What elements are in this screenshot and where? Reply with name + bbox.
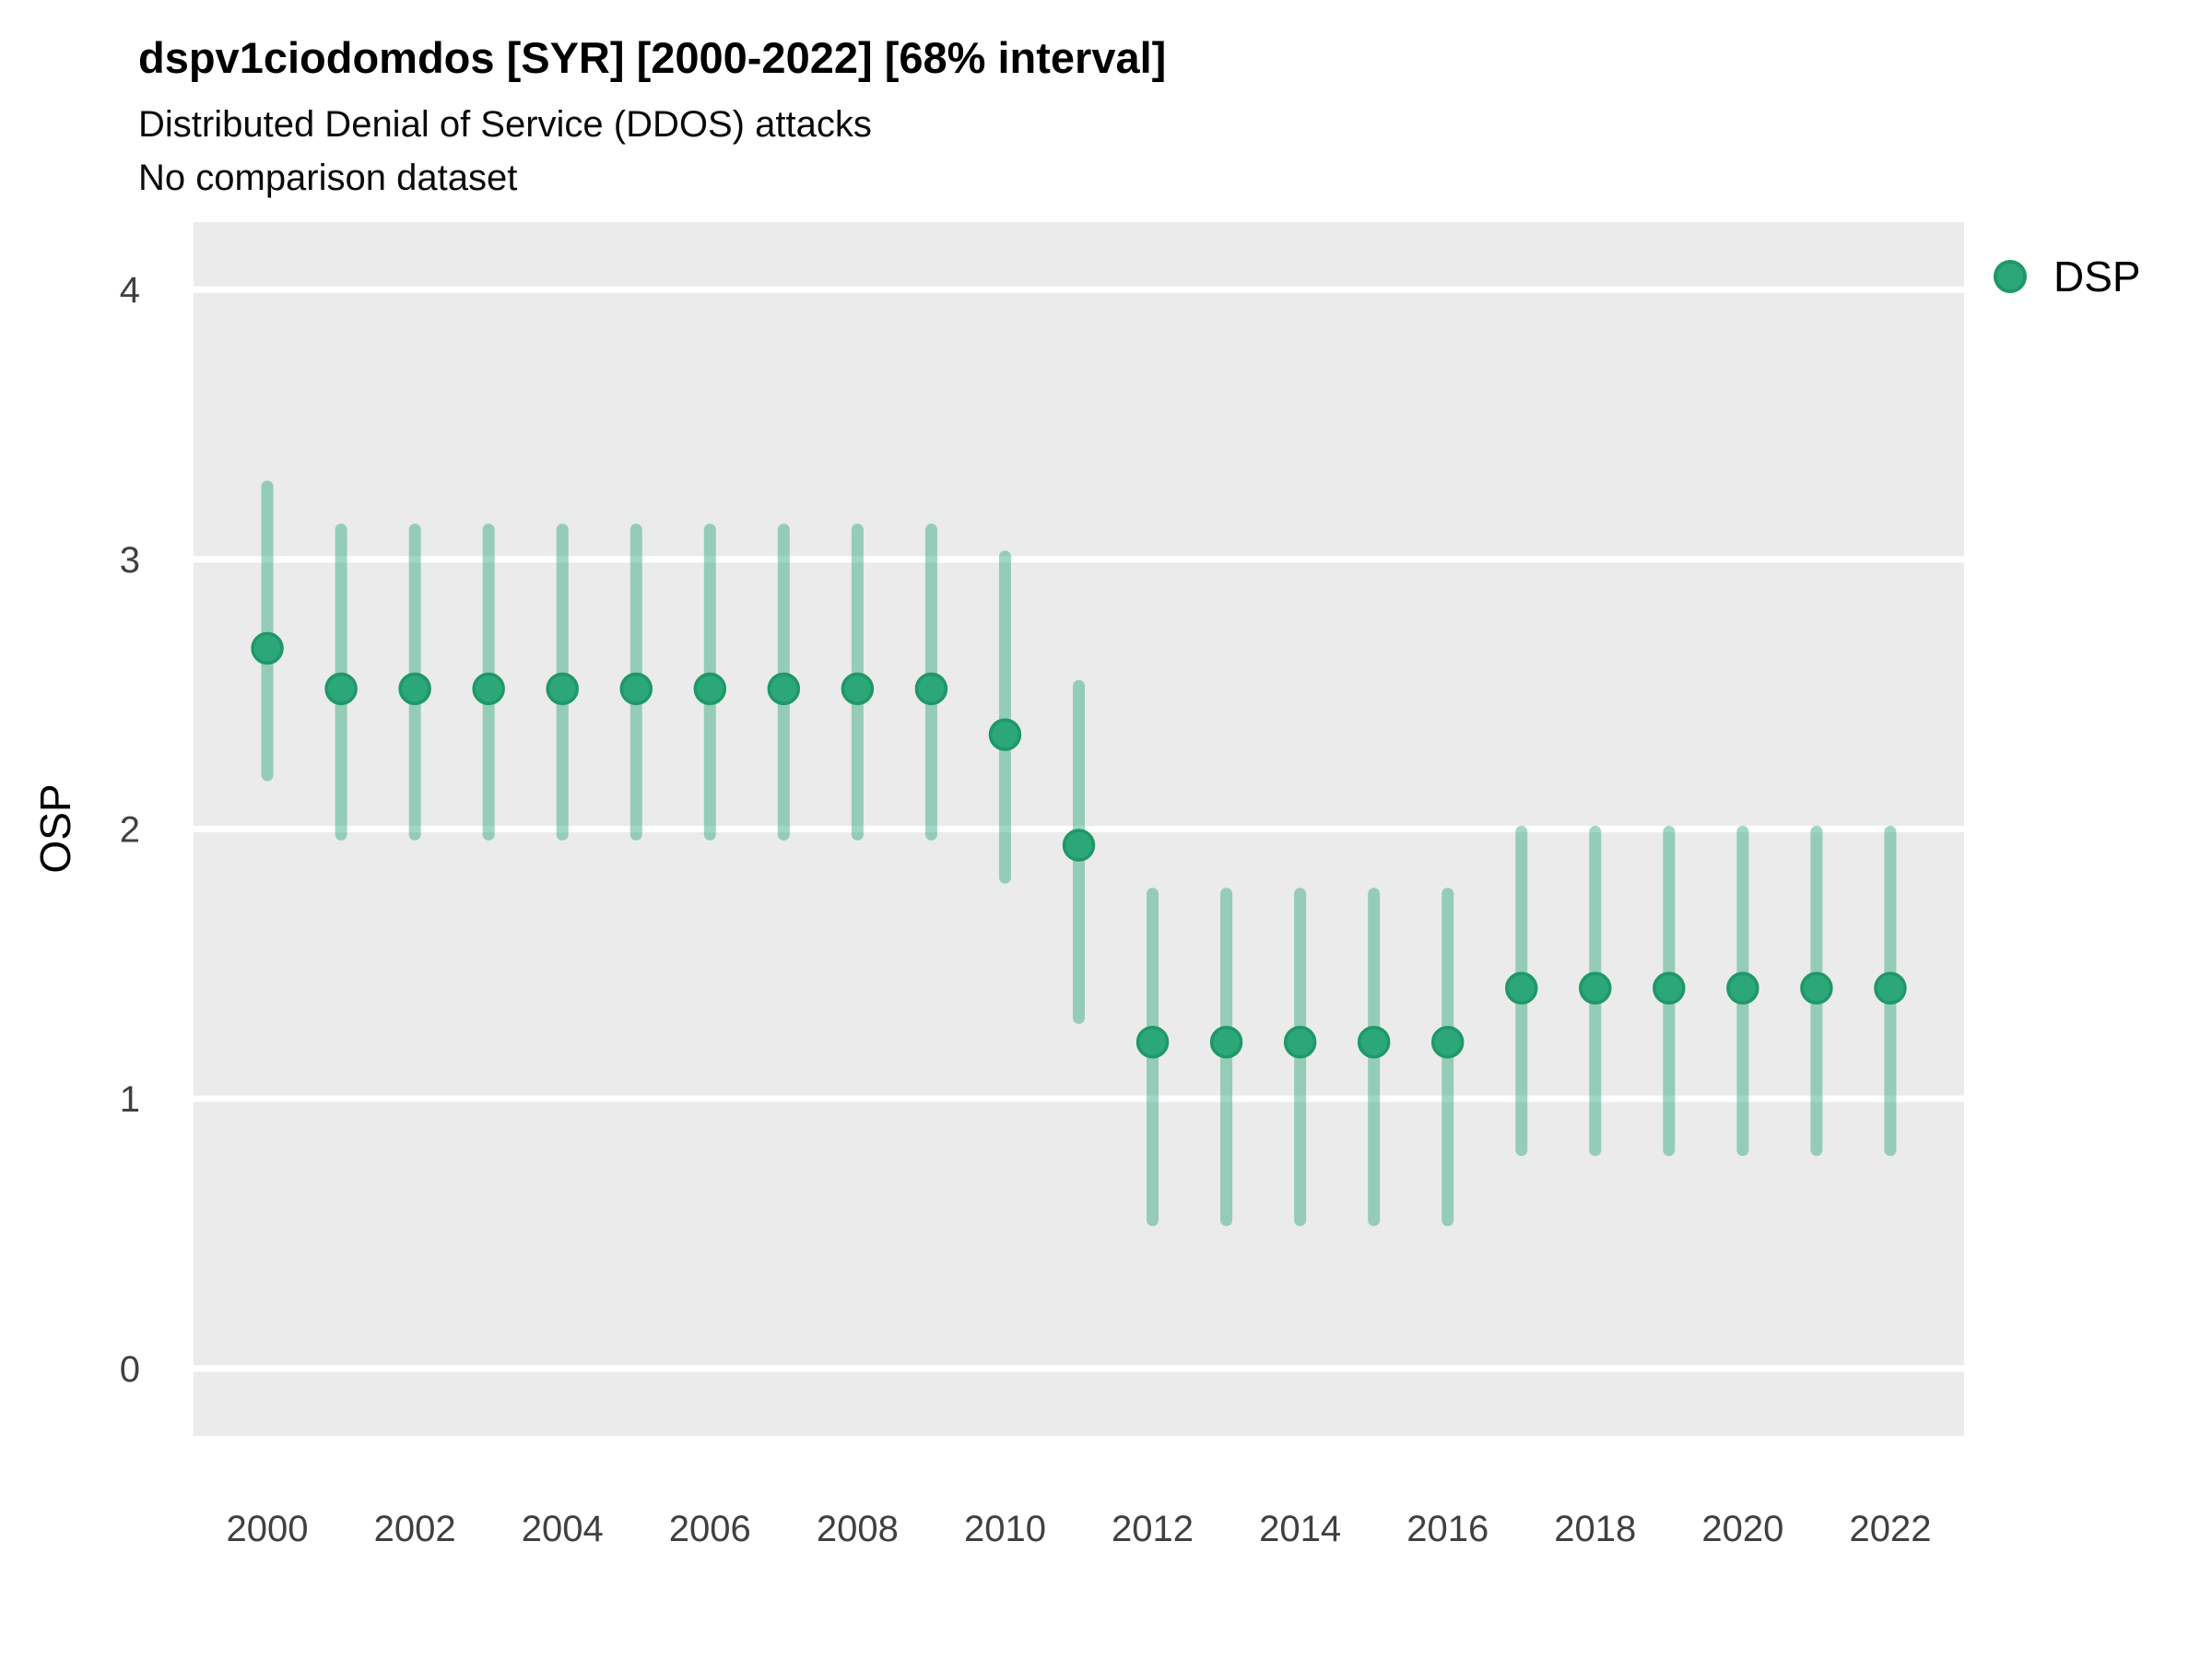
- x-tick-label-2000: 2000: [227, 1509, 309, 1549]
- y-tick-label-3: 3: [120, 540, 140, 581]
- point-DSP-2011: [1062, 829, 1096, 862]
- point-DSP-2012: [1135, 1025, 1170, 1059]
- point-DSP-2008: [841, 672, 875, 706]
- legend: DSP: [1994, 252, 2141, 301]
- point-DSP-2017: [1505, 971, 1538, 1005]
- y-tick-label-2: 2: [120, 810, 140, 851]
- point-DSP-2009: [914, 672, 948, 706]
- x-tick-label-2018: 2018: [1554, 1509, 1636, 1549]
- x-tick-label-2020: 2020: [1701, 1509, 1783, 1549]
- chart-subtitle: Distributed Denial of Service (DDOS) att…: [138, 104, 872, 145]
- x-tick-label-2002: 2002: [374, 1509, 456, 1549]
- x-tick-label-2006: 2006: [669, 1509, 751, 1549]
- point-DSP-2000: [251, 631, 284, 665]
- chart-subtitle-line2: No comparison dataset: [138, 158, 518, 198]
- x-tick-label-2008: 2008: [817, 1509, 899, 1549]
- point-DSP-2006: [693, 672, 727, 706]
- point-DSP-2021: [1800, 971, 1833, 1005]
- legend-point-icon: [1994, 260, 2027, 293]
- point-DSP-2014: [1283, 1025, 1317, 1059]
- y-tick-label-1: 1: [120, 1079, 140, 1120]
- point-DSP-2005: [619, 672, 653, 706]
- point-DSP-2004: [546, 672, 579, 706]
- point-DSP-2020: [1726, 971, 1759, 1005]
- chart-title: dspv1ciodomdos [SYR] [2000-2022] [68% in…: [138, 33, 1167, 82]
- x-tick-label-2012: 2012: [1112, 1509, 1194, 1549]
- point-DSP-2013: [1209, 1025, 1243, 1059]
- point-DSP-2019: [1653, 971, 1686, 1005]
- plot-panel: 0 1 2 3 4 2000 2002 2004 2006 2008 2010 2012 2014 201…: [120, 222, 1964, 1549]
- legend-label: DSP: [2053, 253, 2141, 300]
- x-tick-label-2010: 2010: [964, 1509, 1046, 1549]
- point-DSP-2010: [988, 718, 1022, 751]
- point-DSP-2022: [1874, 971, 1907, 1005]
- y-tick-label-0: 0: [120, 1349, 140, 1390]
- point-DSP-2015: [1357, 1025, 1391, 1059]
- point-DSP-2016: [1430, 1025, 1465, 1059]
- point-DSP-2001: [324, 672, 358, 706]
- x-tick-label-2004: 2004: [522, 1509, 604, 1549]
- point-DSP-2003: [472, 672, 505, 706]
- x-tick-label-2022: 2022: [1849, 1509, 1931, 1549]
- x-tick-label-2016: 2016: [1406, 1509, 1488, 1549]
- x-tick-label-2014: 2014: [1259, 1509, 1341, 1549]
- point-DSP-2007: [767, 672, 801, 706]
- y-axis-title: OSP: [31, 783, 79, 874]
- point-DSP-2018: [1579, 971, 1612, 1005]
- y-tick-label-4: 4: [120, 270, 140, 311]
- point-DSP-2002: [398, 672, 431, 706]
